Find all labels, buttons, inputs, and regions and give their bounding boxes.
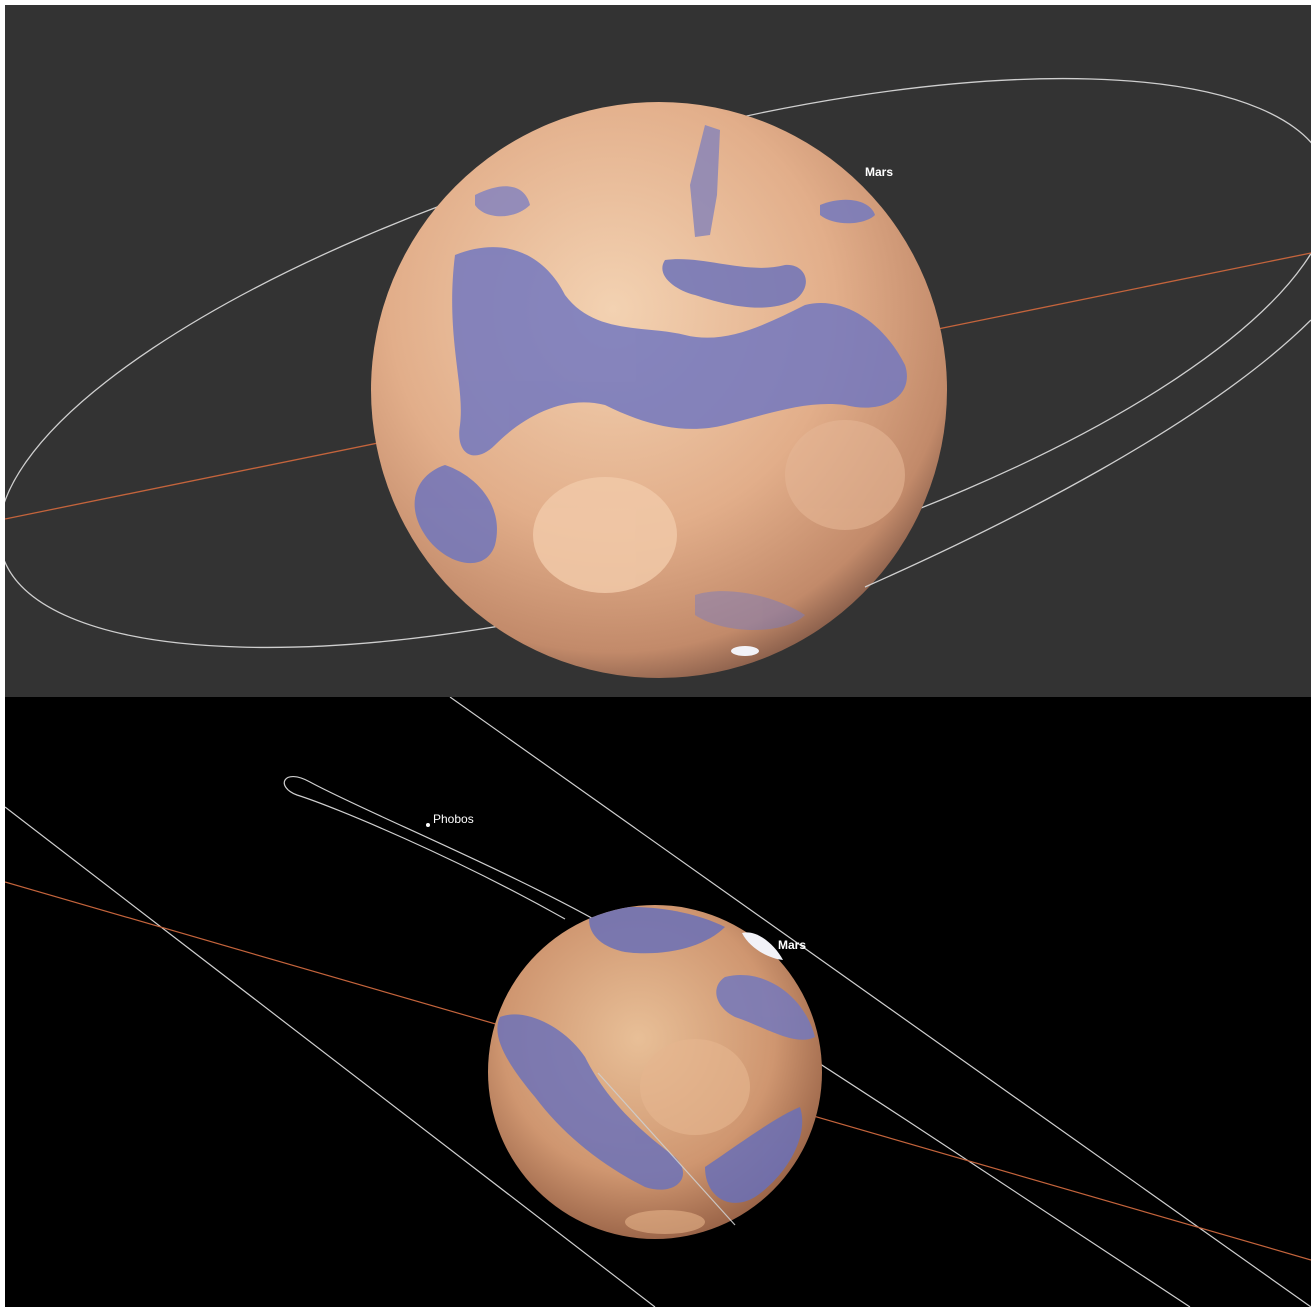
polar-ice-cap bbox=[731, 646, 759, 656]
top-scene: Mars bbox=[5, 5, 1311, 697]
top-space-view[interactable]: Mars bbox=[5, 5, 1311, 697]
phobos-label[interactable]: Phobos bbox=[433, 812, 474, 826]
mars-label[interactable]: Mars bbox=[778, 938, 806, 952]
mars-planet[interactable] bbox=[371, 102, 947, 678]
orbit-path-front bbox=[864, 319, 1311, 588]
mars-planet[interactable] bbox=[488, 905, 822, 1239]
bottom-space-view[interactable]: Phobos Mars bbox=[5, 697, 1311, 1307]
polar-ice-cap bbox=[742, 932, 783, 960]
mars-label[interactable]: Mars bbox=[865, 165, 893, 179]
orbit-line-front bbox=[597, 1072, 736, 1226]
outer-orbit-line-right bbox=[449, 697, 1311, 1307]
phobos-moon[interactable] bbox=[426, 823, 430, 827]
outer-orbit-line-left bbox=[5, 806, 656, 1307]
phobos-orbit bbox=[283, 776, 1191, 1307]
bottom-scene: Phobos Mars bbox=[5, 697, 1311, 1307]
